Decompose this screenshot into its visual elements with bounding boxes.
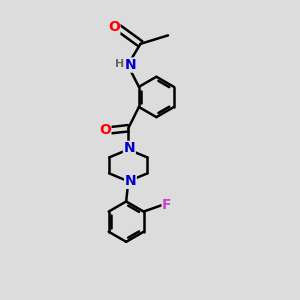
Text: H: H	[115, 59, 124, 69]
Text: O: O	[108, 20, 120, 34]
Text: F: F	[162, 198, 172, 212]
Text: N: N	[125, 58, 137, 72]
Text: N: N	[124, 174, 136, 188]
Text: O: O	[99, 123, 111, 137]
Text: N: N	[124, 141, 135, 155]
